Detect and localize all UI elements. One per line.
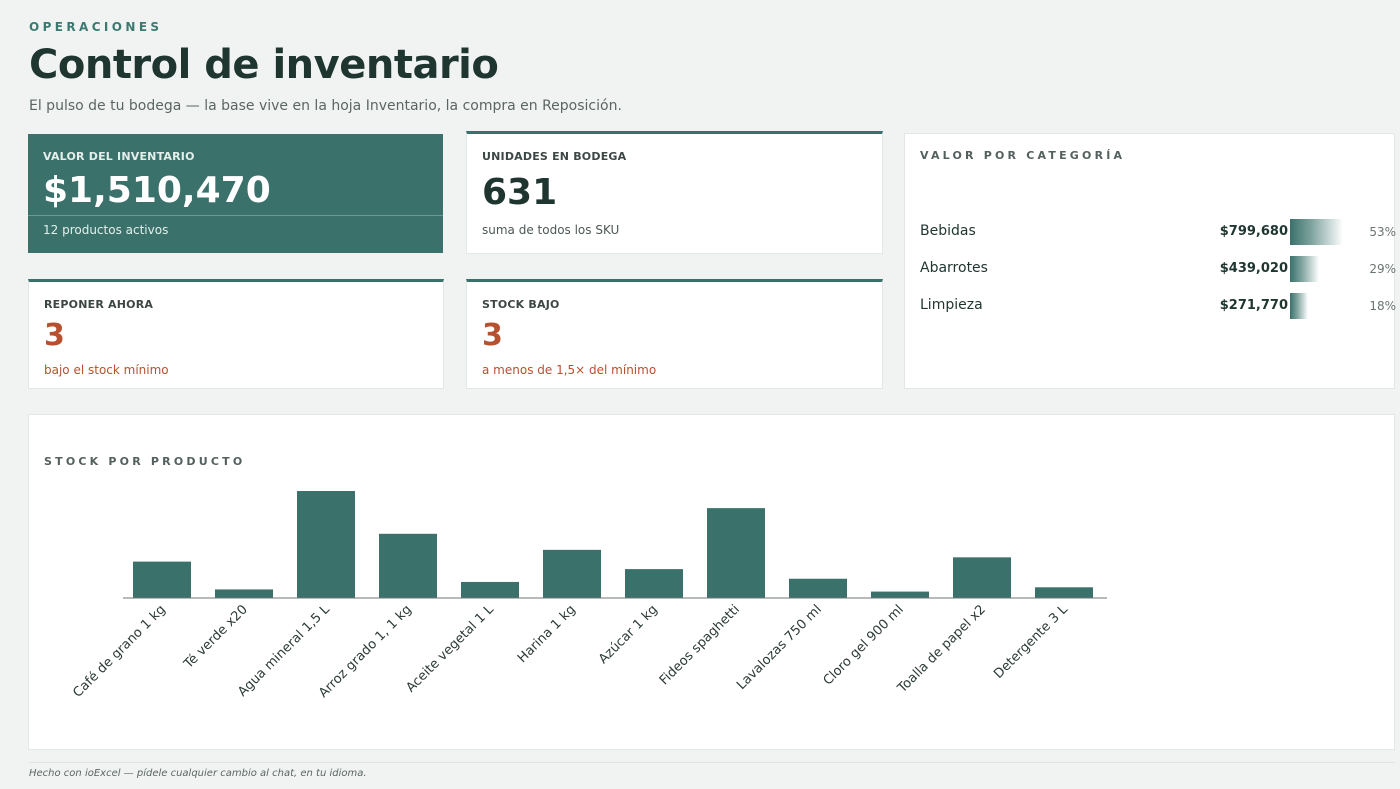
category-row: Abarrotes $439,020 29% <box>920 256 1396 282</box>
stock-bar <box>707 508 765 598</box>
x-tick-label: Lavalozas 750 ml <box>734 602 825 693</box>
category-percent: 29% <box>1369 262 1396 276</box>
kpi-label: STOCK BAJO <box>482 298 560 311</box>
kpi-label: VALOR DEL INVENTARIO <box>43 150 195 163</box>
stock-bar <box>297 491 355 598</box>
category-share-bar <box>1290 219 1343 245</box>
x-tick-label: Detergente 3 L <box>991 602 1071 682</box>
stock-bar <box>461 581 519 598</box>
stock-bar <box>789 578 847 598</box>
stock-bar <box>625 569 683 598</box>
page-title: Control de inventario <box>29 42 499 88</box>
kpi-note: bajo el stock mínimo <box>44 363 169 377</box>
category-value-panel: VALOR POR CATEGORÍA Bebidas $799,680 53%… <box>904 133 1396 389</box>
kpi-value: 631 <box>482 172 558 213</box>
x-tick-label: Cloro gel 900 ml <box>821 602 907 688</box>
x-tick-label: Aceite vegetal 1 L <box>403 602 497 696</box>
stock-bar <box>543 549 601 598</box>
kpi-label: UNIDADES EN BODEGA <box>482 150 627 163</box>
kpi-note: suma de todos los SKU <box>482 223 620 237</box>
category-share-bar <box>1290 293 1308 319</box>
category-percent: 53% <box>1369 225 1396 239</box>
stock-chart-panel: STOCK POR PRODUCTO Café de grano 1 kg Té … <box>28 414 1395 750</box>
kpi-value: 3 <box>44 318 65 353</box>
category-name: Bebidas <box>920 223 976 239</box>
category-percent: 18% <box>1369 299 1396 313</box>
x-tick-label: Café de grano 1 kg <box>70 602 168 700</box>
x-tick-label: Té verde x20 <box>181 602 251 672</box>
kpi-units: UNIDADES EN BODEGA 631 suma de todos los… <box>466 131 883 254</box>
x-tick-label: Harina 1 kg <box>515 602 579 666</box>
kpi-inventory-value: VALOR DEL INVENTARIO $1,510,470 12 produ… <box>28 134 443 253</box>
category-name: Limpieza <box>920 297 983 313</box>
x-tick-label: Toalla de papel x2 <box>894 602 988 696</box>
x-tick-label: Fideos spaghetti <box>657 602 743 688</box>
footer-note: Hecho con ioExcel — pídele cualquier cam… <box>29 768 367 779</box>
dashboard: OPERACIONES Control de inventario El pul… <box>28 0 1396 789</box>
kpi-label: REPONER AHORA <box>44 298 154 311</box>
chart-title: STOCK POR PRODUCTO <box>44 455 246 468</box>
category-share-bar <box>1290 256 1319 282</box>
kpi-low-stock: STOCK BAJO 3 a menos de 1,5× del mínimo <box>466 279 883 389</box>
stock-bar <box>215 589 273 598</box>
kpi-value: 3 <box>482 318 503 353</box>
category-amount: $439,020 <box>1219 261 1288 276</box>
section-eyebrow: OPERACIONES <box>29 20 163 34</box>
kpi-value: $1,510,470 <box>43 170 271 211</box>
kpi-note: a menos de 1,5× del mínimo <box>482 363 657 377</box>
category-amount: $799,680 <box>1219 224 1288 239</box>
category-name: Abarrotes <box>920 260 988 276</box>
kpi-reorder-now: REPONER AHORA 3 bajo el stock mínimo <box>28 279 444 389</box>
stock-bar <box>379 533 437 598</box>
kpi-note: 12 productos activos <box>43 223 169 237</box>
kpi-divider <box>28 215 443 216</box>
category-row: Bebidas $799,680 53% <box>920 219 1396 245</box>
footer-divider <box>29 762 1395 763</box>
category-amount: $271,770 <box>1219 298 1288 313</box>
x-tick-label: Azúcar 1 kg <box>596 602 661 667</box>
x-tick-label: Arroz grado 1, 1 kg <box>316 602 415 701</box>
x-tick-label: Agua mineral 1,5 L <box>235 602 333 700</box>
page-subtitle: El pulso de tu bodega — la base vive en … <box>29 98 622 114</box>
stock-bar <box>1035 587 1093 598</box>
stock-bar <box>133 561 191 598</box>
stock-bar <box>953 557 1011 598</box>
stock-bar <box>871 591 929 598</box>
category-row: Limpieza $271,770 18% <box>920 293 1396 319</box>
category-panel-title: VALOR POR CATEGORÍA <box>920 149 1126 162</box>
